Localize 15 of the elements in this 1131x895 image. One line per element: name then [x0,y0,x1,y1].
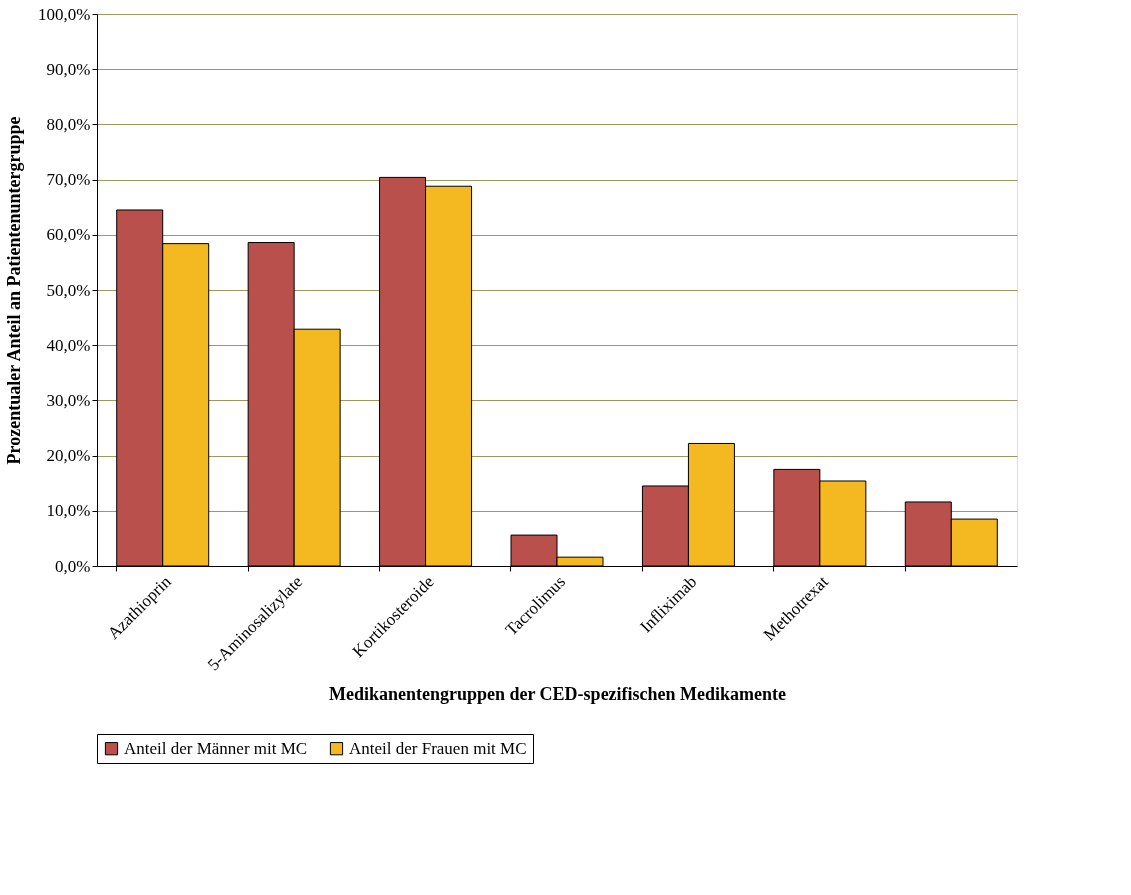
y-tick-label: 90,0% [46,59,91,79]
y-tick-label: 70,0% [46,170,91,190]
y-tick-label: 20,0% [46,446,91,466]
legend-label: Anteil der Frauen mit MC [349,738,527,758]
y-tick-label: 100,0% [38,4,91,24]
y-tick-label: 0,0% [55,556,91,576]
y-axis-title: Prozentualer Anteil an Patientenuntergruppe [4,116,25,465]
y-tick-label: 40,0% [46,335,91,355]
y-tick-label: 10,0% [46,501,91,521]
y-tick-label: 80,0% [46,114,91,134]
x-axis-title: Medikanentengruppen der CED-spezifischen Medikamente [328,683,787,704]
y-tick-label: 50,0% [46,280,91,300]
y-tick-label: 30,0% [46,390,91,410]
y-tick-label: 60,0% [46,225,91,245]
legend-label: Anteil der Männer mit MC [124,738,308,758]
